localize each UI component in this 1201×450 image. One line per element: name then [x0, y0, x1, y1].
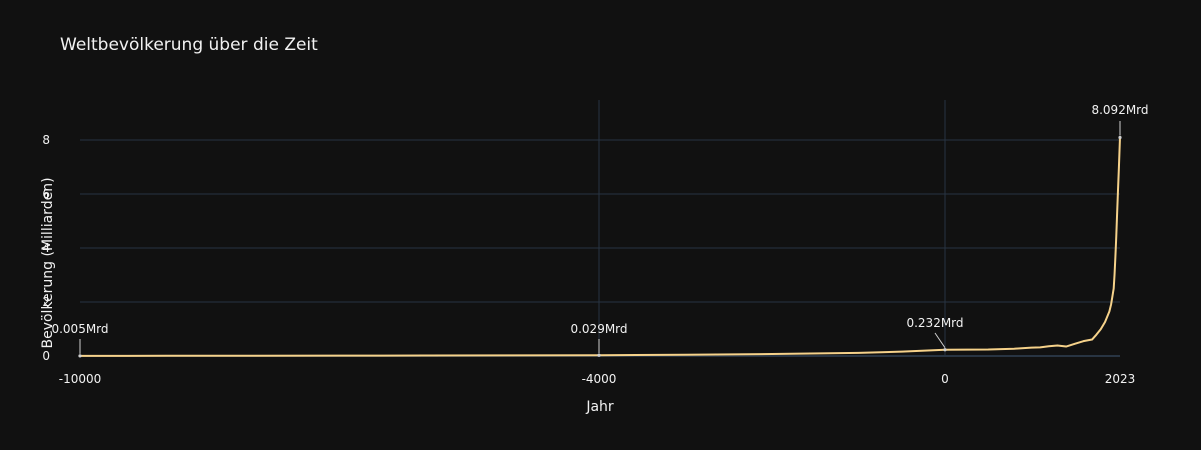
annotation-point [1118, 135, 1122, 140]
grid-layer [80, 100, 1120, 357]
annotation-label: 0.232Mrd [906, 316, 963, 330]
x-tick-label: 0 [941, 372, 949, 386]
annotation-label: 0.005Mrd [51, 322, 108, 336]
y-tick-label: 2 [42, 295, 50, 309]
annotation-layer: 0.005Mrd 0.029Mrd 0.232Mrd 8.092Mrd [51, 103, 1149, 358]
x-tick-label: -4000 [582, 372, 617, 386]
y-tick-label: 8 [42, 133, 50, 147]
y-axis-title: Bevölkerung (Milliarden) [40, 177, 56, 348]
annotation-arrow [934, 332, 946, 349]
annotation-label: 8.092Mrd [1091, 103, 1148, 117]
y-tick-label: 6 [42, 187, 50, 201]
annotation-label: 0.029Mrd [570, 322, 627, 336]
y-tick-label: 4 [42, 241, 50, 255]
x-axis-title: Jahr [585, 399, 614, 415]
y-tick-label: 0 [42, 349, 50, 363]
tick-layer: 0 2 4 6 8 -10000 -4000 0 2023 [42, 133, 1135, 386]
x-tick-label: -10000 [59, 372, 102, 386]
x-tick-label: 2023 [1105, 372, 1136, 386]
annotation-point [943, 348, 947, 352]
annotation-point [597, 353, 601, 357]
annotation-point [78, 354, 82, 358]
chart-title: Weltbevölkerung über die Zeit [60, 35, 318, 55]
